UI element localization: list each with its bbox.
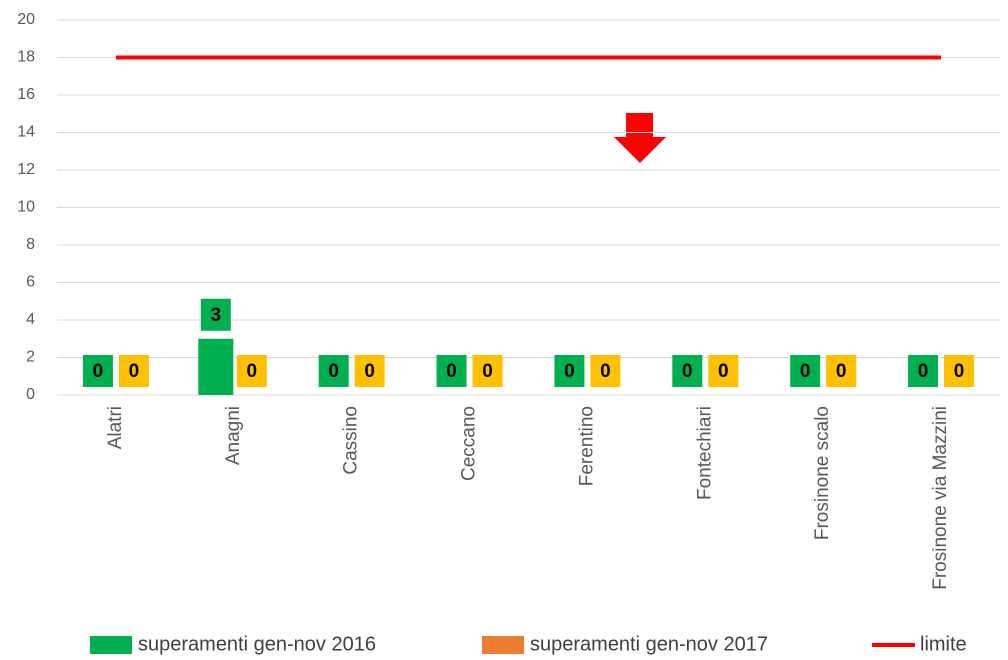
data-label-box: [908, 355, 939, 387]
data-label: 0: [482, 361, 493, 382]
data-label-box: [708, 355, 739, 387]
data-label-box: [554, 355, 585, 387]
x-tick-label: Frosinone scalo: [812, 406, 833, 540]
y-tick-label: 0: [26, 386, 35, 403]
data-label-box: [944, 355, 975, 387]
data-label: 0: [129, 361, 140, 382]
x-tick-label: Cassino: [341, 406, 362, 475]
data-label-box: [590, 355, 621, 387]
x-tick-label: Ceccano: [459, 406, 480, 481]
x-tick-label: Frosinone via Mazzini: [930, 406, 951, 590]
data-label-box: [672, 355, 703, 387]
data-label: 0: [564, 361, 575, 382]
legend-swatch: [482, 636, 524, 654]
y-tick-label: 2: [26, 349, 35, 366]
legend-label: limite: [920, 633, 967, 655]
x-tick-label: Fontechiari: [694, 406, 715, 500]
data-label-box: [318, 355, 349, 387]
x-tick-label: Anagni: [223, 406, 244, 465]
y-tick-label: 20: [17, 11, 35, 28]
data-label-box: [472, 355, 503, 387]
y-tick-label: 12: [17, 161, 35, 178]
data-label-box: [236, 355, 267, 387]
y-tick-label: 6: [26, 274, 35, 291]
data-label-box: [200, 298, 231, 331]
data-label-box: [826, 355, 857, 387]
data-label: 3: [211, 305, 222, 326]
data-label: 0: [93, 361, 104, 382]
legend-swatch: [90, 636, 132, 654]
data-label-box: [118, 355, 149, 387]
data-label: 0: [918, 361, 929, 382]
data-label: 0: [718, 361, 729, 382]
data-label-box: [436, 355, 467, 387]
data-label: 0: [364, 361, 375, 382]
data-label: 0: [836, 361, 847, 382]
y-tick-label: 16: [17, 86, 35, 103]
data-label: 0: [954, 361, 965, 382]
data-label: 0: [800, 361, 811, 382]
y-tick-label: 4: [26, 311, 35, 328]
y-tick-label: 10: [17, 199, 35, 216]
y-tick-label: 18: [17, 49, 35, 66]
data-label-box: [354, 355, 385, 387]
y-tick-label: 8: [26, 236, 35, 253]
x-tick-label: Alatri: [105, 406, 126, 449]
data-label-box: [82, 355, 113, 387]
bar: [198, 338, 234, 395]
legend-label: superamenti gen-nov 2016: [138, 633, 376, 655]
legend-label: superamenti gen-nov 2017: [530, 633, 768, 655]
x-tick-label: Ferentino: [576, 406, 597, 486]
data-label: 0: [247, 361, 258, 382]
data-label-box: [790, 355, 821, 387]
data-label: 0: [600, 361, 611, 382]
data-label: 0: [682, 361, 693, 382]
y-tick-label: 14: [17, 124, 35, 141]
data-label: 0: [446, 361, 457, 382]
arrow: [614, 113, 666, 163]
data-label: 0: [328, 361, 339, 382]
